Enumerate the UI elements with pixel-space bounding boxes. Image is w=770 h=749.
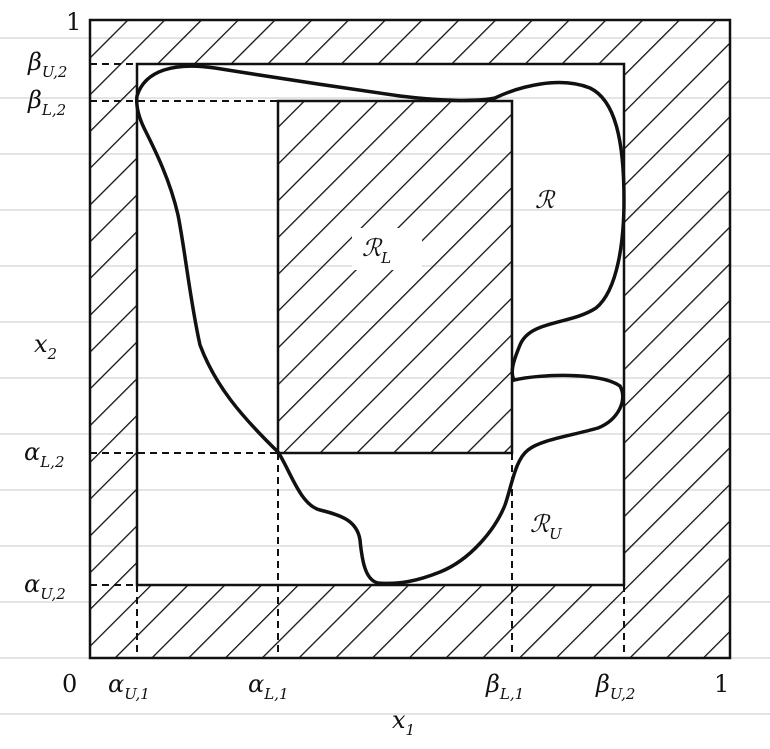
region-RL-label: ℛL (362, 234, 391, 267)
beta-L2-label: βL,2 (27, 86, 66, 119)
outer-hatched-band (90, 20, 730, 658)
lower-box-label-gap (352, 228, 422, 270)
x1-axis-label: x1 (392, 706, 415, 739)
unit-square-frame (88, 18, 732, 660)
x-right-one-label: 1 (714, 670, 729, 698)
alpha-L2-label: αL,2 (24, 438, 65, 471)
upper-box-frame (135, 62, 626, 587)
beta-L1-label: βL,1 (485, 670, 524, 703)
lower-box-hatched (278, 101, 512, 453)
alpha-U1-label: αU,1 (108, 670, 150, 703)
alpha-U2-label: αU,2 (24, 570, 66, 603)
beta-U2-label: βU,2 (27, 48, 67, 81)
x2-axis-label: x2 (34, 330, 57, 363)
lower-box-frame (276, 99, 514, 455)
origin-label: 0 (62, 670, 77, 698)
alpha-L1-label: αL,1 (248, 670, 289, 703)
region-R-label: ℛ (535, 186, 556, 214)
region-RU-label: ℛU (530, 510, 563, 543)
region-R-boundary (135, 64, 626, 586)
y-top-one-label: 1 (66, 8, 81, 36)
dashed-guides (90, 63, 625, 658)
beta-U2-x-label: βU,2 (595, 670, 635, 703)
